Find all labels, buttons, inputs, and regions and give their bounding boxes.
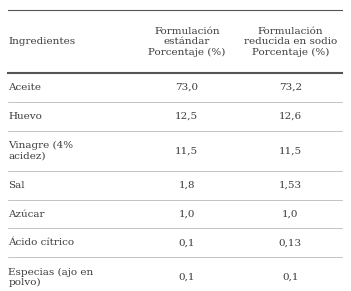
Text: Aceite: Aceite <box>8 83 41 92</box>
Text: Ácido cítrico: Ácido cítrico <box>8 238 74 247</box>
Text: Sal: Sal <box>8 181 25 190</box>
Text: 0,1: 0,1 <box>179 273 195 282</box>
Text: 0,13: 0,13 <box>279 238 302 247</box>
Text: 11,5: 11,5 <box>279 146 302 155</box>
Text: Huevo: Huevo <box>8 112 42 121</box>
Text: 1,0: 1,0 <box>282 210 298 219</box>
Text: Ingredientes: Ingredientes <box>8 37 75 46</box>
Text: Especias (ajo en
polvo): Especias (ajo en polvo) <box>8 267 94 287</box>
Text: 11,5: 11,5 <box>175 146 198 155</box>
Text: Formulación
estándar
Porcentaje (%): Formulación estándar Porcentaje (%) <box>148 27 225 56</box>
Text: 0,1: 0,1 <box>179 238 195 247</box>
Text: 12,5: 12,5 <box>175 112 198 121</box>
Text: Vinagre (4%
acidez): Vinagre (4% acidez) <box>8 141 73 161</box>
Text: 73,0: 73,0 <box>175 83 198 92</box>
Text: Azúcar: Azúcar <box>8 210 45 219</box>
Text: 73,2: 73,2 <box>279 83 302 92</box>
Text: Formulación
reducida en sodio
Porcentaje (%): Formulación reducida en sodio Porcentaje… <box>244 27 337 56</box>
Text: 0,1: 0,1 <box>282 273 298 282</box>
Text: 1,53: 1,53 <box>279 181 302 190</box>
Text: 1,0: 1,0 <box>179 210 195 219</box>
Text: 12,6: 12,6 <box>279 112 302 121</box>
Text: 1,8: 1,8 <box>179 181 195 190</box>
